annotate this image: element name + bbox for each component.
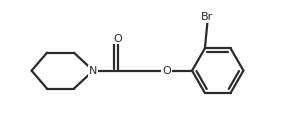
Text: Br: Br [201,12,214,22]
Text: O: O [162,66,171,76]
Text: O: O [113,34,122,43]
Text: N: N [89,66,97,76]
